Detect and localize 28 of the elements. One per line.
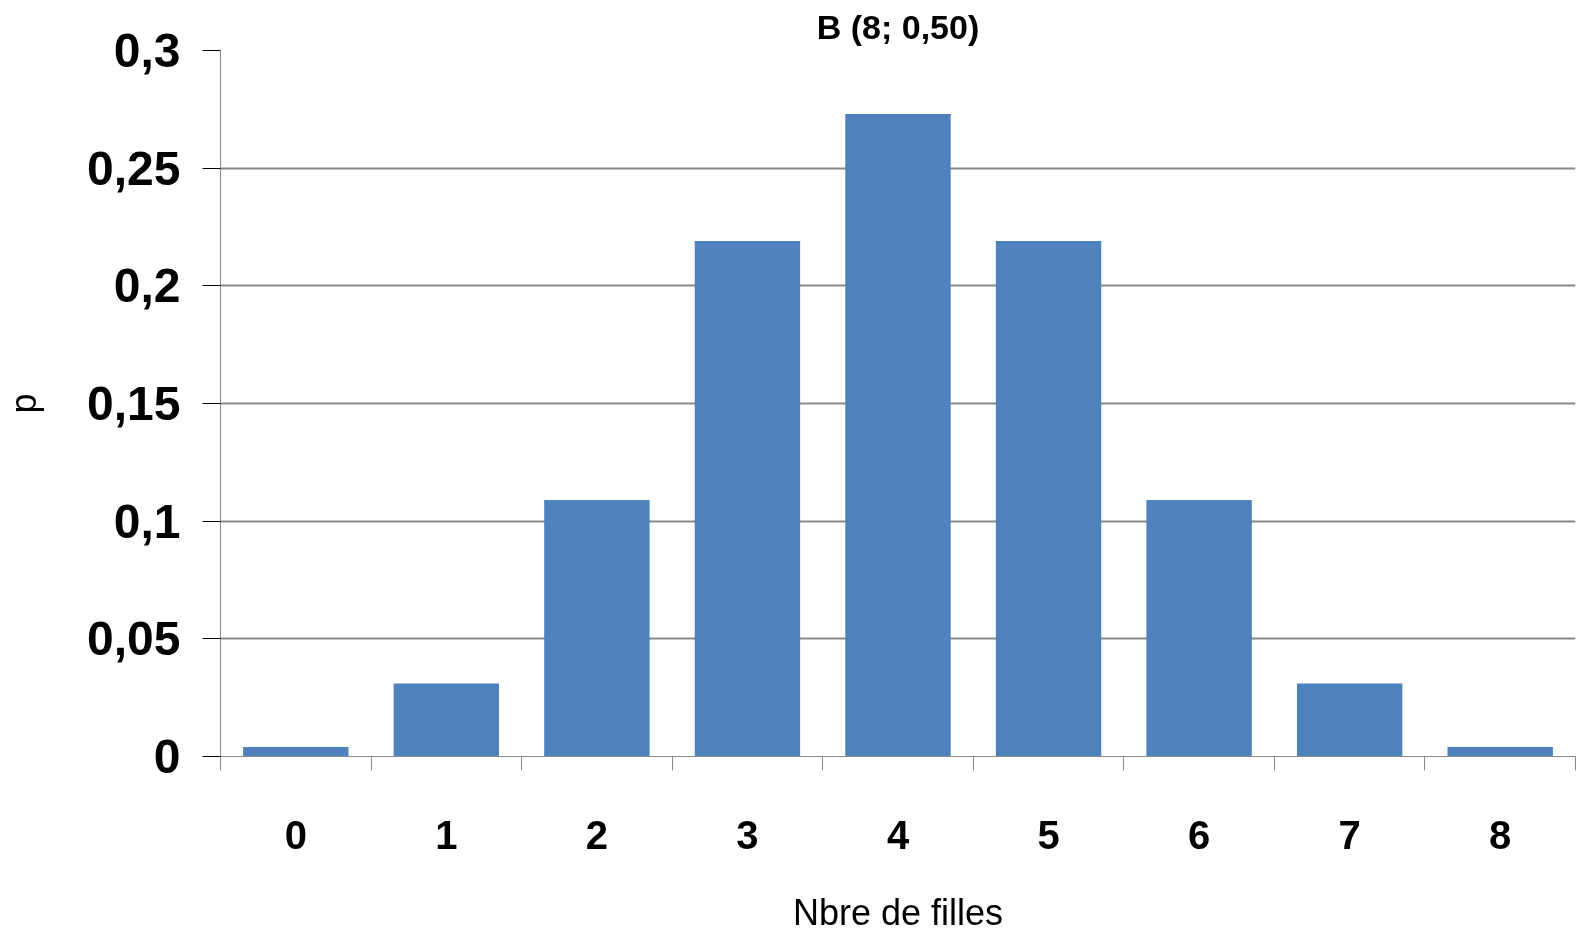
x-tick-label: 5 xyxy=(1037,812,1060,857)
bar xyxy=(845,114,951,757)
bar xyxy=(995,241,1102,757)
y-tick-label: 0,05 xyxy=(87,612,181,666)
bar xyxy=(243,747,349,757)
y-axis-title: p xyxy=(3,393,45,414)
x-tick-label: 6 xyxy=(1187,812,1211,857)
x-tick-label: 0 xyxy=(284,812,307,857)
x-axis-title: Nbre de filles xyxy=(792,891,1004,933)
bar xyxy=(1296,683,1403,757)
y-tick-label: 0,25 xyxy=(87,141,181,195)
bar xyxy=(544,499,650,757)
y-tick-label: 0,15 xyxy=(87,377,181,430)
y-tick-label: 0,3 xyxy=(113,24,181,77)
bar xyxy=(393,683,500,757)
bar xyxy=(694,241,801,757)
x-tick-label: 2 xyxy=(585,812,609,857)
x-tick-label: 7 xyxy=(1338,812,1361,857)
bar xyxy=(1447,747,1553,757)
x-tick-label: 4 xyxy=(886,812,910,857)
chart-title: B (8; 0,50) xyxy=(816,7,980,46)
y-tick-label: 0 xyxy=(153,730,181,783)
x-tick-label: 3 xyxy=(736,812,759,857)
x-tick-label: 8 xyxy=(1489,812,1512,857)
x-tick-label: 1 xyxy=(435,812,458,857)
y-tick-label: 0,1 xyxy=(113,494,181,548)
y-tick-label: 0,2 xyxy=(113,259,181,313)
bar xyxy=(1146,499,1252,757)
